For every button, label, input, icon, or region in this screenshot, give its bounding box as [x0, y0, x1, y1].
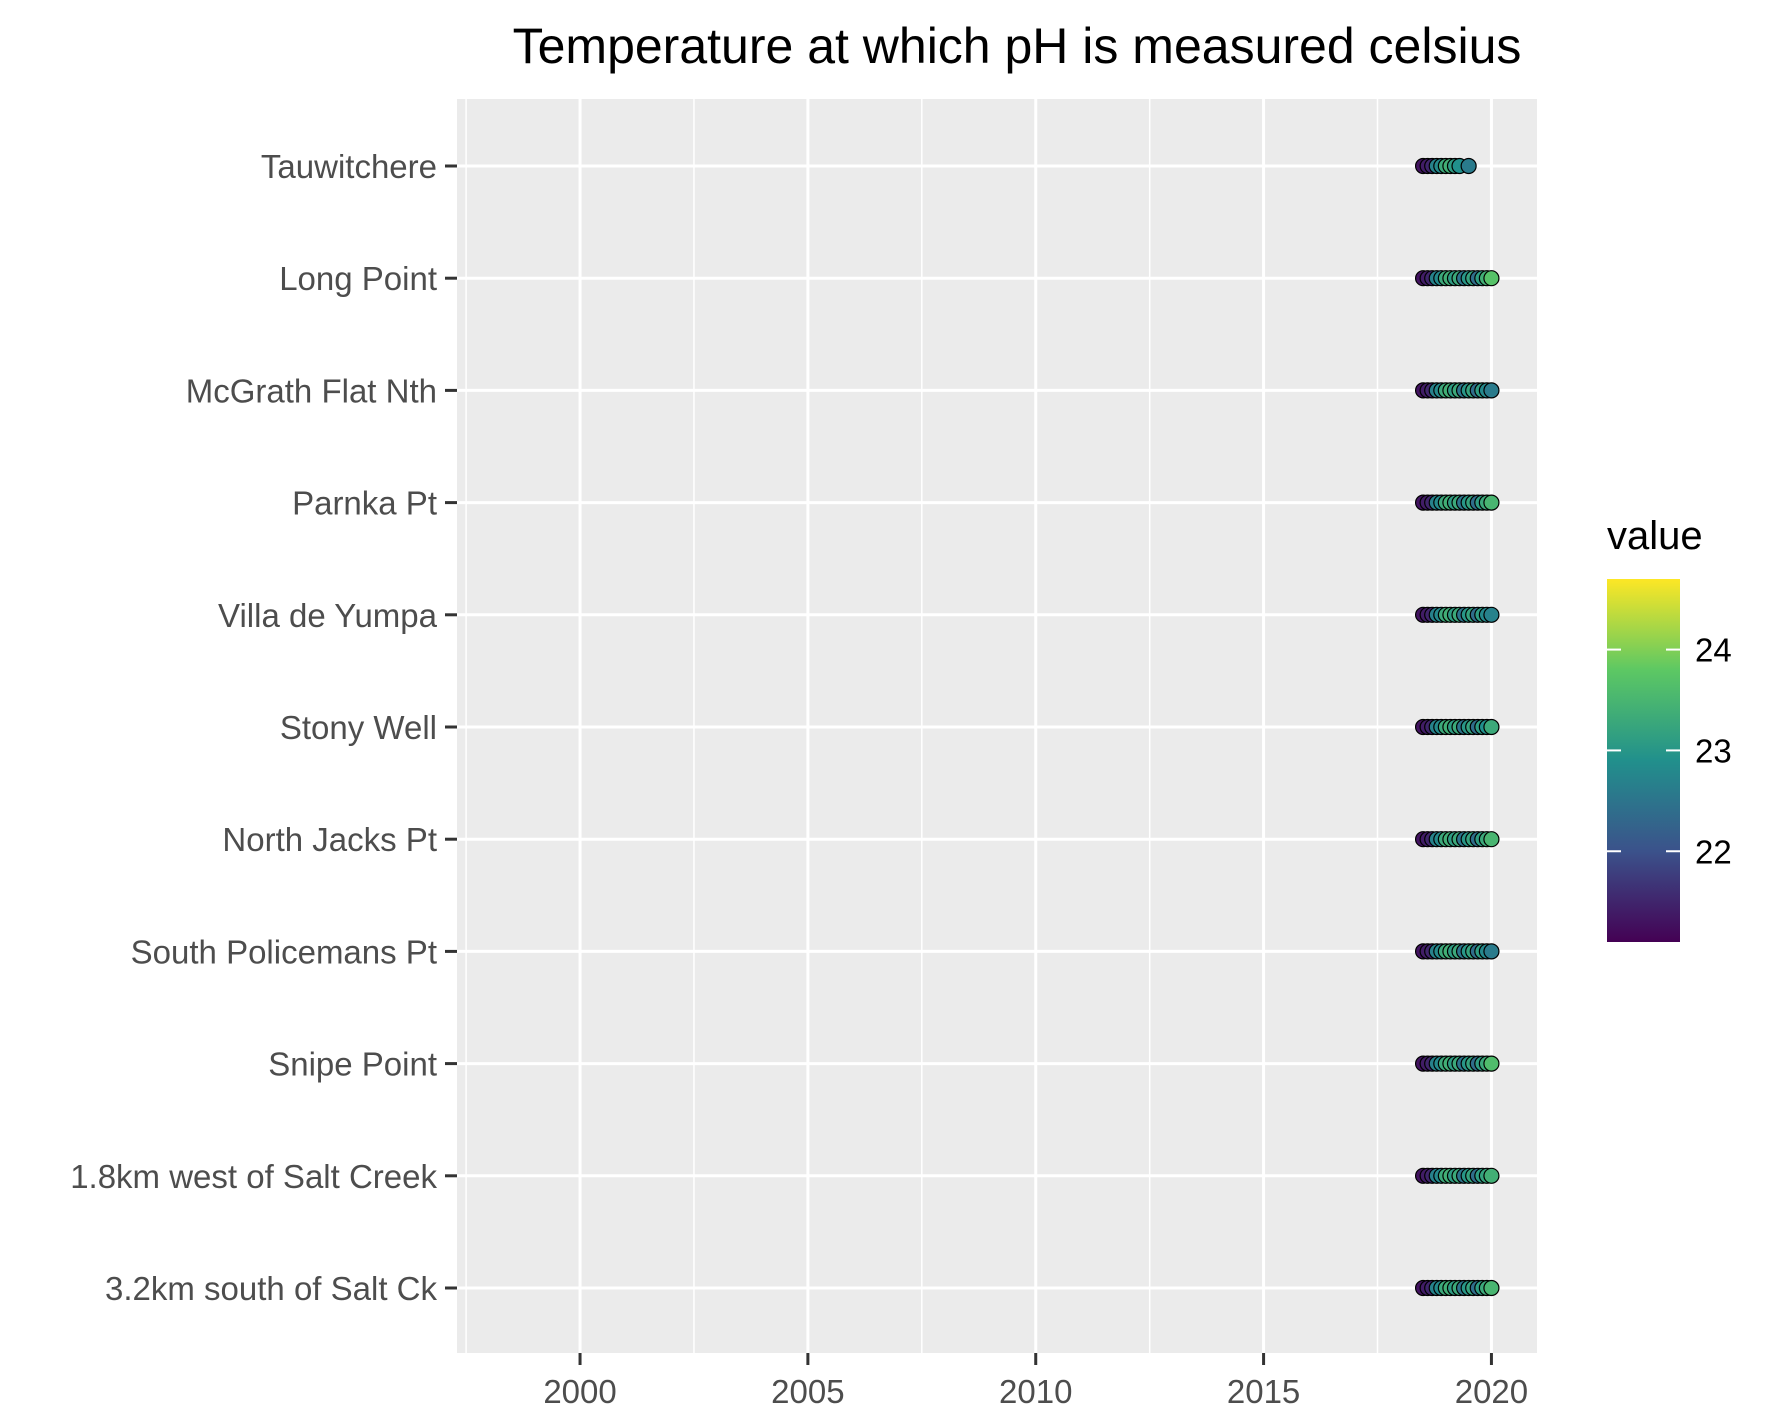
y-tick-label: Parnka Pt [292, 485, 437, 522]
y-tick-label: 3.2km south of Salt Ck [105, 1270, 437, 1307]
data-point [1483, 831, 1500, 848]
y-tick-label: Villa de Yumpa [218, 597, 438, 634]
y-tick-label: Long Point [279, 260, 437, 297]
y-tick-label: Tauwitchere [261, 148, 437, 185]
y-tick-label: 1.8km west of Salt Creek [70, 1158, 437, 1195]
chart-title: Temperature at which pH is measured cels… [513, 18, 1522, 74]
x-axis: 2000 2005 2010 2015 2020 [543, 1353, 1528, 1410]
legend-ticks: 22 23 24 [1607, 632, 1732, 870]
data-point [1483, 718, 1500, 736]
legend-tick-label: 23 [1695, 732, 1732, 769]
data-point [1483, 1279, 1500, 1297]
data-point [1483, 606, 1500, 623]
data-point [1483, 1055, 1500, 1072]
data-points [1414, 157, 1500, 1297]
x-tick-label: 2005 [771, 1373, 844, 1410]
x-tick-label: 2015 [1227, 1373, 1300, 1410]
legend-tick-label: 24 [1695, 632, 1732, 669]
y-tick-label: Snipe Point [268, 1046, 437, 1083]
data-point [1483, 1167, 1500, 1184]
data-point [1483, 382, 1500, 399]
y-tick-label: McGrath Flat Nth [186, 372, 437, 409]
x-tick-label: 2020 [1455, 1373, 1528, 1410]
y-tick-label: South Policemans Pt [131, 933, 437, 970]
legend: value 22 23 24 [1607, 514, 1732, 942]
y-axis: Tauwitchere Long Point McGrath Flat Nth Par… [70, 148, 457, 1307]
x-tick-label: 2000 [543, 1373, 616, 1410]
data-point [1483, 943, 1500, 960]
data-point [1483, 494, 1500, 511]
x-tick-label: 2010 [999, 1373, 1072, 1410]
legend-colorbar [1607, 579, 1680, 942]
data-point [1460, 157, 1477, 175]
y-tick-label: North Jacks Pt [222, 821, 437, 858]
legend-title: value [1607, 514, 1703, 558]
y-tick-label: Stony Well [280, 709, 437, 746]
legend-tick-label: 22 [1695, 833, 1732, 870]
data-point [1483, 270, 1500, 287]
